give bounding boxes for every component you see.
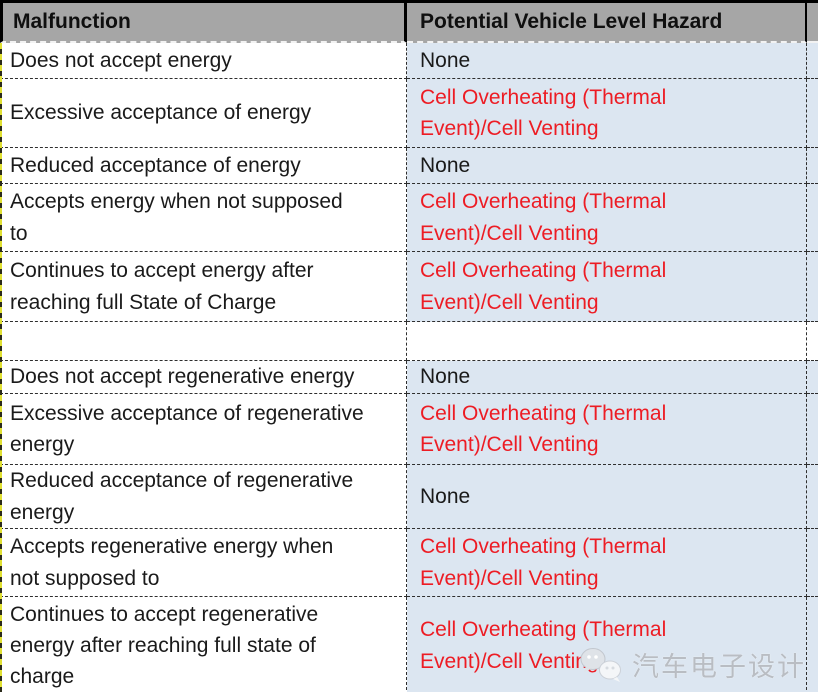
malfunction-cell: Reduced acceptance of regenerative energ… [0, 465, 407, 529]
grid-sliver [807, 148, 818, 184]
malfunction-cell: Excessive acceptance of energy [0, 79, 407, 148]
hazard-cell: Cell Overheating (Thermal Event)/Cell Ve… [407, 252, 807, 322]
table-row: Does not accept regenerative energy None [0, 361, 818, 394]
hazard-cell: Cell Overheating (Thermal Event)/Cell Ve… [407, 597, 807, 692]
hazard-cell: Cell Overheating (Thermal Event)/Cell Ve… [407, 79, 807, 148]
malfunction-cell: Accepts regenerative energy when not sup… [0, 529, 407, 597]
grid-sliver [807, 43, 818, 79]
malfunction-cell: Continues to accept energy after reachin… [0, 252, 407, 322]
hazard-cell: Cell Overheating (Thermal Event)/Cell Ve… [407, 184, 807, 252]
table-row: Excessive acceptance of energy Cell Over… [0, 79, 818, 148]
grid-sliver [807, 465, 818, 529]
table-row: Reduced acceptance of energy None [0, 148, 818, 184]
grid-sliver [807, 3, 818, 43]
grid-sliver [807, 529, 818, 597]
hazard-cell: Cell Overheating (Thermal Event)/Cell Ve… [407, 394, 807, 465]
grid-sliver [807, 394, 818, 465]
malfunction-cell: Accepts energy when not supposed to [0, 184, 407, 252]
malfunction-cell: Excessive acceptance of regenerative ene… [0, 394, 407, 465]
hazard-cell: None [407, 361, 807, 394]
table-row: Continues to accept energy after reachin… [0, 252, 818, 322]
table-row: Accepts energy when not supposed to Cell… [0, 184, 818, 252]
malfunction-cell: Does not accept regenerative energy [0, 361, 407, 394]
malfunction-cell: Reduced acceptance of energy [0, 148, 407, 184]
hazard-cell: None [407, 43, 807, 79]
malfunction-cell: Continues to accept regenerative energy … [0, 597, 407, 692]
grid-sliver [807, 79, 818, 148]
column-header-hazard: Potential Vehicle Level Hazard [407, 3, 807, 43]
table-row: Does not accept energy None [0, 43, 818, 79]
table-header-row: Malfunction Potential Vehicle Level Haza… [0, 3, 818, 43]
table-row: Continues to accept regenerative energy … [0, 597, 818, 692]
malfunction-cell [0, 322, 407, 361]
table-row: Excessive acceptance of regenerative ene… [0, 394, 818, 465]
hazard-cell: None [407, 148, 807, 184]
hazard-cell: None [407, 465, 807, 529]
grid-sliver [807, 322, 818, 361]
hazard-cell: Cell Overheating (Thermal Event)/Cell Ve… [407, 529, 807, 597]
grid-sliver [807, 252, 818, 322]
table-row-empty [0, 322, 818, 361]
column-header-malfunction: Malfunction [0, 3, 407, 43]
table-row: Accepts regenerative energy when not sup… [0, 529, 818, 597]
table-row: Reduced acceptance of regenerative energ… [0, 465, 818, 529]
grid-sliver [807, 361, 818, 394]
hazard-cell [407, 322, 807, 361]
malfunction-cell: Does not accept energy [0, 43, 407, 79]
grid-sliver [807, 597, 818, 692]
grid-sliver [807, 184, 818, 252]
